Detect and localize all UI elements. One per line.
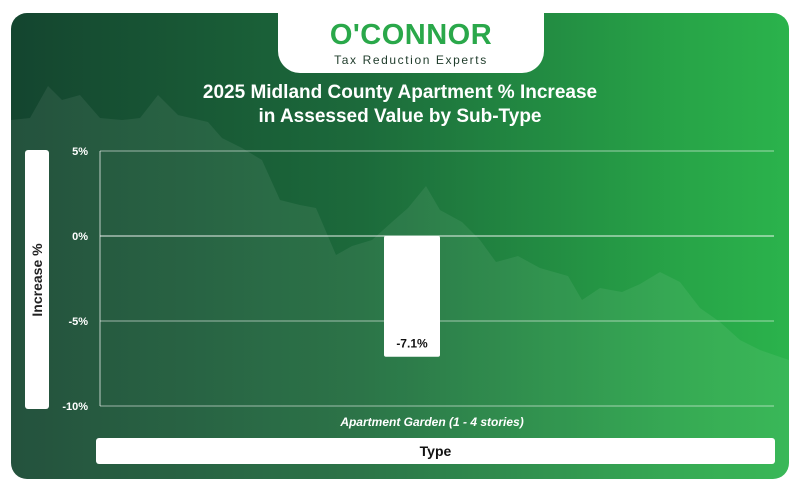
x-category-label: Apartment Garden (1 - 4 stories)	[339, 415, 523, 429]
y-ticks: 5% 0% -5% -10%	[62, 146, 88, 413]
y-tick-label: 5%	[72, 146, 88, 158]
x-axis-label: Type	[419, 443, 452, 459]
y-tick-label: -10%	[62, 401, 88, 413]
chart-title-line2: in Assessed Value by Sub-Type	[258, 106, 542, 127]
chart-title: 2025 Midland County Apartment % Increase…	[100, 81, 700, 129]
y-tick-label: -5%	[68, 316, 88, 328]
y-tick-label: 0%	[72, 231, 88, 243]
bar-data-label: -7.1%	[396, 337, 428, 351]
brand-tagline: Tax Reduction Experts	[334, 53, 488, 67]
grid-lines	[99, 150, 774, 407]
bar	[384, 236, 440, 357]
brand-name: O'CONNOR	[329, 19, 493, 51]
x-axis-label-box	[96, 438, 775, 464]
bars: -7.1%	[384, 236, 440, 357]
y-axis-label-box	[25, 150, 49, 409]
brand-logo: O'CONNOR Tax Reduction Experts	[278, 13, 544, 73]
x-categories: Apartment Garden (1 - 4 stories)	[339, 415, 523, 429]
chart-title-line1: 2025 Midland County Apartment % Increase	[202, 82, 598, 103]
